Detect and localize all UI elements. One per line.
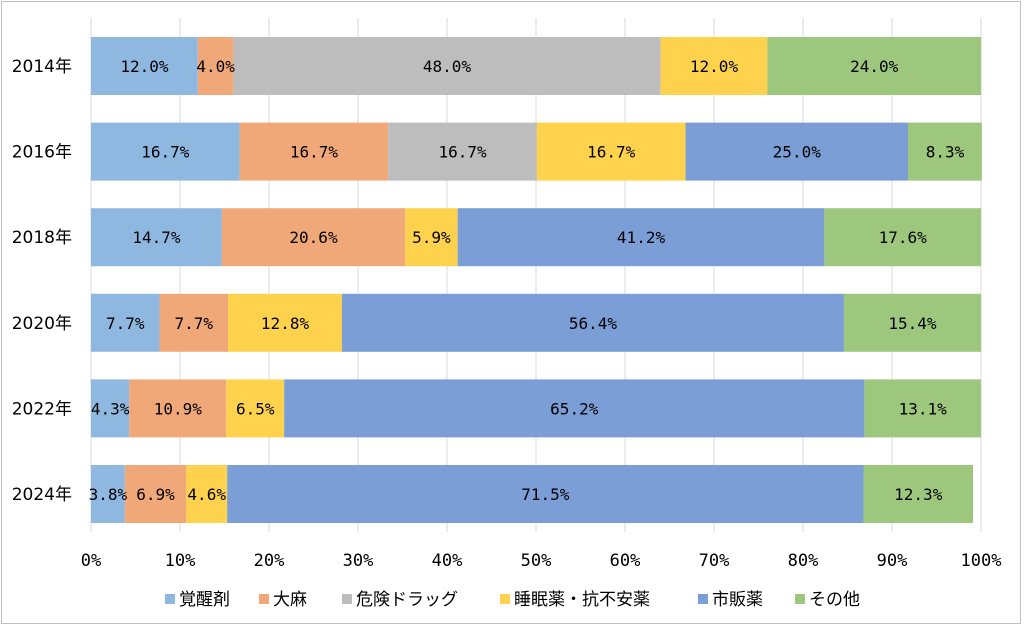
data-label: 13.1% [899, 399, 948, 418]
data-label: 12.8% [261, 314, 310, 333]
data-label: 7.7% [175, 314, 214, 333]
gridlines [90, 18, 982, 532]
legend-label: 市販薬 [712, 590, 763, 610]
x-tick-label: 100% [961, 551, 1002, 571]
bar-segment-睡眠薬・抗不安薬 [536, 122, 686, 181]
x-tick-label: 50% [521, 551, 552, 571]
bar-segment-覚醒剤 [91, 122, 240, 181]
y-category-label: 2020年 [12, 314, 72, 334]
data-label: 12.0% [690, 57, 739, 76]
data-label: 10.9% [154, 399, 203, 418]
bar-segment-大麻 [197, 37, 234, 95]
data-label: 6.9% [136, 485, 175, 504]
bar-segment-その他 [864, 379, 981, 438]
data-label: 24.0% [850, 57, 899, 76]
legend-swatch [259, 594, 269, 604]
data-label: 16.7% [438, 143, 487, 162]
bar-segment-危険ドラッグ [233, 37, 661, 95]
data-label: 20.6% [289, 228, 338, 247]
x-tick-label: 10% [165, 551, 196, 571]
x-tick-label: 40% [432, 551, 463, 571]
y-category-label: 2018年 [12, 228, 72, 248]
bar-segment-覚醒剤 [91, 37, 198, 95]
bar-segment-その他 [908, 122, 982, 181]
data-label: 4.6% [187, 485, 226, 504]
data-label: 12.3% [894, 485, 943, 504]
y-axis-labels: 2014年 2016年 2018年 2020年 2022年 2024年 [12, 57, 72, 505]
bar-segment-覚醒剤 [91, 208, 222, 267]
legend: 覚醒剤 大麻 危険ドラッグ 睡眠薬・抗不安薬 市販薬 その他 [165, 590, 860, 610]
bar-segments [91, 37, 982, 523]
data-label: 4.3% [91, 399, 130, 418]
x-tick-label: 80% [788, 551, 819, 571]
data-label: 8.3% [926, 143, 965, 162]
data-label: 12.0% [120, 57, 169, 76]
x-tick-label: 90% [877, 551, 908, 571]
bar-segment-市販薬 [457, 208, 825, 267]
bar-segment-覚醒剤 [91, 465, 125, 523]
data-label: 17.6% [879, 228, 928, 247]
legend-label: 大麻 [273, 590, 307, 610]
data-label: 3.8% [89, 485, 128, 504]
data-label: 16.7% [587, 143, 636, 162]
x-tick-label: 0% [81, 551, 101, 571]
data-label: 71.5% [521, 485, 570, 504]
data-label: 14.7% [132, 228, 181, 247]
bar-segment-覚醒剤 [91, 379, 130, 438]
x-tick-label: 20% [254, 551, 285, 571]
y-category-label: 2014年 [12, 57, 72, 77]
data-label: 6.5% [236, 399, 275, 418]
x-axis-ticks: 0% 10% 20% 30% 40% 50% 60% 70% 80% 90% 100% [81, 551, 1002, 571]
x-tick-label: 30% [343, 551, 374, 571]
legend-swatch [698, 594, 708, 604]
bar-segment-睡眠薬・抗不安薬 [405, 208, 458, 267]
legend-swatch [795, 594, 805, 604]
bar-segment-その他 [824, 208, 981, 267]
legend-label: 覚醒剤 [179, 590, 230, 610]
legend-swatch [165, 594, 175, 604]
x-tick-label: 70% [699, 551, 730, 571]
data-label: 65.2% [550, 399, 599, 418]
bar-segment-睡眠薬・抗不安薬 [228, 293, 342, 352]
legend-swatch [500, 594, 510, 604]
bar-segment-覚醒剤 [91, 293, 160, 352]
data-label: 56.4% [569, 314, 618, 333]
y-category-label: 2022年 [12, 399, 72, 419]
data-label: 41.2% [617, 228, 666, 247]
data-label: 15.4% [888, 314, 937, 333]
data-labels: 12.0% 4.0% 48.0% 12.0% 24.0% 16.7% 16.7% 16.7% 1… [89, 57, 965, 504]
x-tick-label: 60% [610, 551, 641, 571]
legend-swatch [342, 594, 352, 604]
data-label: 16.7% [290, 143, 339, 162]
bar-segment-睡眠薬・抗不安薬 [186, 465, 228, 523]
data-label: 5.9% [412, 228, 451, 247]
bar-segment-市販薬 [227, 465, 864, 523]
bar-segment-その他 [767, 37, 981, 95]
bar-segment-大麻 [129, 379, 227, 438]
data-label: 48.0% [423, 57, 472, 76]
bar-segment-その他 [843, 293, 981, 352]
bar-segment-大麻 [239, 122, 389, 181]
bar-segment-市販薬 [341, 293, 844, 352]
bar-segment-大麻 [124, 465, 187, 523]
legend-label: 危険ドラッグ [356, 590, 458, 610]
data-label: 4.0% [196, 57, 235, 76]
bar-segment-市販薬 [284, 379, 865, 438]
data-label: 16.7% [141, 143, 190, 162]
legend-label: その他 [809, 590, 860, 610]
y-category-label: 2016年 [12, 143, 72, 163]
bar-segment-大麻 [221, 208, 406, 267]
y-category-label: 2024年 [12, 485, 72, 505]
bar-segment-睡眠薬・抗不安薬 [226, 379, 285, 438]
data-label: 7.7% [106, 314, 145, 333]
bar-segment-睡眠薬・抗不安薬 [660, 37, 768, 95]
bar-segment-危険ドラッグ [388, 122, 537, 181]
data-label: 25.0% [773, 143, 822, 162]
legend-label: 睡眠薬・抗不安薬 [514, 590, 650, 610]
bar-segment-大麻 [159, 293, 229, 352]
bar-segment-市販薬 [685, 122, 909, 181]
bar-segment-その他 [863, 465, 973, 523]
